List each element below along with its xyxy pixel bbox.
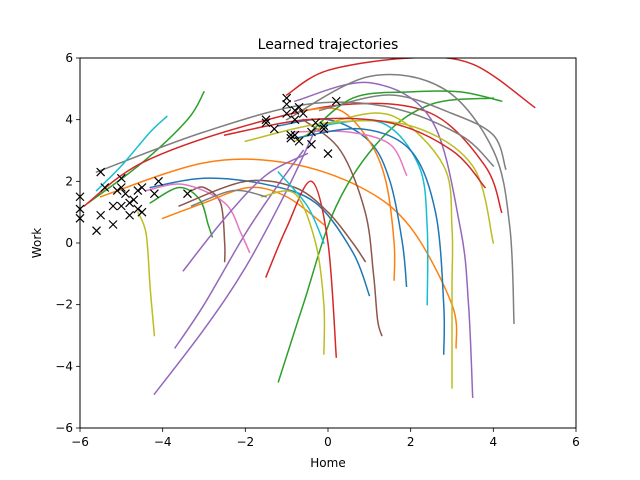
series-line-12 [302, 107, 396, 281]
x-marker-34 [290, 115, 300, 125]
series-line-30 [318, 94, 507, 170]
series-line-32 [223, 117, 487, 189]
x-marker-24 [183, 189, 192, 199]
series-line-24 [265, 180, 338, 358]
series-line-19 [293, 112, 454, 389]
x-tick-label: −2 [236, 435, 254, 449]
x-marker-9 [108, 220, 118, 229]
x-marker-36 [294, 102, 304, 112]
x-marker-32 [286, 133, 296, 143]
x-marker-14 [121, 189, 130, 199]
x-marker-30 [282, 109, 292, 118]
y-tick-label: −6 [55, 421, 73, 435]
series-line-9 [136, 211, 156, 337]
x-tick-label: −4 [154, 435, 172, 449]
x-tick-label: 0 [324, 435, 332, 449]
series-line-22 [161, 186, 325, 226]
series-line-3 [87, 90, 206, 204]
series-line-27 [178, 179, 367, 263]
series-line-8 [95, 101, 495, 174]
series-line-26 [261, 190, 326, 355]
series-line-23 [149, 186, 214, 238]
series-line-13 [277, 97, 495, 383]
series-line-34 [190, 189, 267, 207]
x-tick-label: −6 [71, 435, 89, 449]
y-tick-label: 0 [65, 236, 73, 250]
x-tick-label: 2 [407, 435, 415, 449]
x-marker-18 [133, 186, 143, 196]
x-marker-44 [323, 149, 333, 159]
y-axis-ticks: −6 −4 −2 0 2 4 6 [55, 51, 80, 435]
x-marker-19 [133, 204, 143, 214]
x-marker-33 [290, 105, 300, 115]
x-marker-26 [261, 118, 271, 128]
x-marker-43 [319, 124, 329, 134]
x-marker-21 [137, 207, 147, 217]
y-tick-label: −2 [55, 298, 73, 312]
x-marker-29 [282, 99, 292, 109]
x-marker-39 [307, 127, 316, 137]
x-marker-25 [261, 115, 271, 125]
x-marker-15 [125, 198, 135, 208]
x-marker-16 [125, 210, 135, 220]
x-marker-5 [96, 210, 106, 220]
x-axis-label: Home [310, 456, 345, 470]
x-marker-35 [290, 130, 300, 140]
x-tick-label: 4 [490, 435, 498, 449]
x-marker-40 [307, 139, 316, 149]
marker-group [75, 93, 341, 236]
series-line-18 [285, 73, 515, 324]
y-axis-label: Work [30, 228, 44, 258]
x-marker-37 [294, 136, 304, 146]
x-marker-45 [331, 96, 341, 106]
x-marker-8 [108, 201, 118, 211]
x-marker-23 [154, 176, 163, 186]
x-marker-22 [149, 189, 159, 199]
series-line-15 [294, 81, 474, 398]
x-marker-38 [298, 109, 308, 118]
series-line-28 [277, 171, 325, 244]
series-line-16 [302, 118, 383, 337]
x-marker-17 [129, 195, 139, 205]
series-line-5 [174, 149, 305, 349]
x-marker-6 [96, 167, 106, 177]
x-marker-13 [116, 201, 126, 211]
x-marker-7 [100, 183, 110, 192]
x-marker-4 [92, 226, 101, 236]
y-tick-label: 4 [65, 113, 73, 127]
chart-title: Learned trajectories [258, 37, 399, 53]
series-line-29 [306, 90, 503, 137]
series-line-25 [153, 127, 317, 396]
x-axis-ticks: −6 −4 −2 0 2 4 6 [71, 428, 580, 449]
series-line-21 [294, 127, 446, 355]
series-line-1 [149, 177, 371, 297]
series-line-10 [95, 115, 168, 192]
x-marker-31 [286, 130, 296, 140]
y-tick-label: 2 [65, 174, 73, 188]
series-group [83, 58, 536, 398]
x-tick-label: 6 [572, 435, 580, 449]
x-marker-20 [137, 183, 147, 192]
series-line-31 [244, 119, 495, 244]
series-line-17 [294, 130, 408, 177]
x-marker-10 [112, 186, 122, 196]
x-marker-11 [116, 173, 126, 183]
x-marker-41 [311, 118, 321, 128]
x-marker-42 [319, 121, 329, 131]
y-tick-label: 6 [65, 51, 73, 65]
series-line-6 [190, 186, 226, 263]
x-marker-12 [116, 183, 126, 192]
series-line-33 [182, 152, 309, 272]
y-tick-label: −4 [55, 359, 73, 373]
series-line-7 [145, 183, 251, 254]
x-marker-27 [269, 124, 279, 134]
